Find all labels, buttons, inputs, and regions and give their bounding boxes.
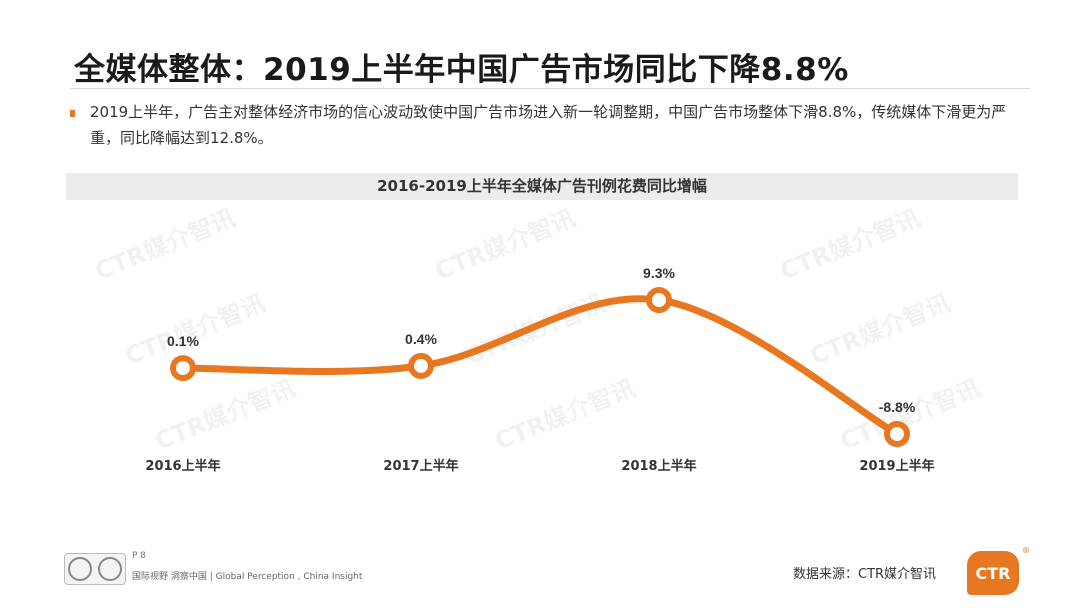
summary-text: 2019上半年，广告主对整体经济市场的信心波动致使中国广告市场进入新一轮调整期，… xyxy=(90,103,1007,147)
data-label: 0.4% xyxy=(405,331,437,347)
data-point xyxy=(408,352,434,379)
footer-tagline: 国际视野 洞察中国 | Global Perception , China In… xyxy=(132,572,363,582)
data-point xyxy=(884,421,910,447)
certification-logo xyxy=(64,553,126,585)
page-number: P 8 xyxy=(132,551,147,561)
page-title: 全媒体整体：2019上半年中国广告市场同比下降8.8% xyxy=(74,52,849,88)
data-label: 0.1% xyxy=(167,333,199,349)
ctr-logo: CTR xyxy=(967,551,1019,595)
x-tick-label: 2019上半年 xyxy=(859,458,934,474)
data-source: 数据来源：CTR媒介智讯 xyxy=(793,567,937,582)
series-line xyxy=(179,295,901,438)
registered-mark-icon: ® xyxy=(1022,546,1030,555)
bullet-icon xyxy=(70,110,75,117)
x-tick-label: 2016上半年 xyxy=(145,458,220,474)
data-label: -8.8% xyxy=(879,399,916,415)
data-point xyxy=(170,355,196,382)
x-tick-label: 2017上半年 xyxy=(383,458,458,474)
chart-title: 2016-2019上半年全媒体广告刊例花费同比增幅 xyxy=(377,177,707,195)
data-point xyxy=(646,287,672,313)
data-label: 9.3% xyxy=(643,265,675,281)
chart-title-band xyxy=(66,173,1018,200)
x-tick-label: 2018上半年 xyxy=(621,458,696,474)
title-divider xyxy=(70,88,1030,89)
